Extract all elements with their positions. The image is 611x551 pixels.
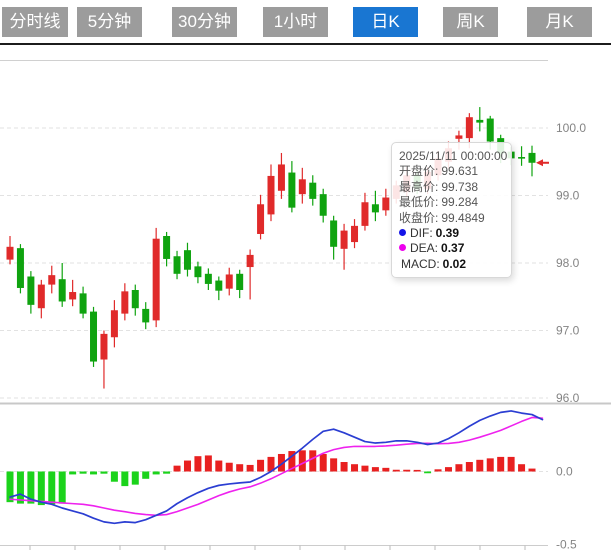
macd-histogram [6,450,536,506]
dif-value: 0.39 [435,226,460,241]
svg-text:99.0: 99.0 [556,189,580,203]
tab-button-5[interactable]: 日K [353,7,418,37]
tab-button-3[interactable]: 30分钟 [172,7,237,37]
current-price-marker [536,159,549,167]
ohlc-tooltip: 2025/11/11 00:00:00 开盘价: 99.631 最高价: 99.73… [391,142,512,279]
y-axis-labels: 100.0 99.0 98.0 97.0 96.0 0.0 -0.5 [556,121,586,551]
tooltip-timestamp: 2025/11/11 00:00:00 [399,149,508,163]
open-label: 开盘价: [399,164,439,179]
tooltip-open-row: 开盘价: 99.631 [399,164,504,179]
tooltip-high-row: 最高价: 99.738 [399,180,504,195]
open-value: 99.631 [441,164,479,179]
grid-lines [0,60,611,550]
low-label: 最低价: [399,195,439,210]
dif-label: DIF: [410,226,433,241]
dea-value: 0.37 [441,241,465,256]
svg-text:97.0: 97.0 [556,324,580,338]
tooltip-macd-row: MACD: 0.02 [399,257,504,272]
tooltip-low-row: 最低价: 99.284 [399,195,504,210]
macd-value: 0.02 [442,256,467,271]
dea-label: DEA: [410,241,439,256]
dif-dot-icon [399,229,406,237]
svg-text:-0.5: -0.5 [556,538,577,551]
high-label: 最高价: [399,179,439,194]
svg-text:96.0: 96.0 [556,391,580,405]
tab-button-4[interactable]: 1小时 [263,7,328,37]
close-value: 99.4849 [441,210,485,225]
tooltip-dif-row: DIF: 0.39 [399,226,504,241]
high-value: 99.738 [441,179,479,194]
svg-text:0.0: 0.0 [556,465,573,479]
low-value: 99.284 [441,195,479,210]
tooltip-close-row: 收盘价: 99.4849 [399,211,504,226]
macd-label: MACD: [401,256,440,271]
dif-line [9,410,544,525]
svg-text:100.0: 100.0 [556,121,586,135]
tab-button-1[interactable]: 分时线 [2,7,68,37]
period-tab-bar: 分时线 5分钟 30分钟 1小时 日K 周K 月K [0,0,611,45]
tab-button-6[interactable]: 周K [443,7,498,37]
dea-dot-icon [399,244,406,252]
tab-button-7[interactable]: 月K [527,7,592,37]
tooltip-dea-row: DEA: 0.37 [399,241,504,256]
tab-button-2[interactable]: 5分钟 [77,7,142,37]
close-label: 收盘价: [399,210,439,225]
svg-text:98.0: 98.0 [556,256,580,270]
dea-line [9,416,544,517]
